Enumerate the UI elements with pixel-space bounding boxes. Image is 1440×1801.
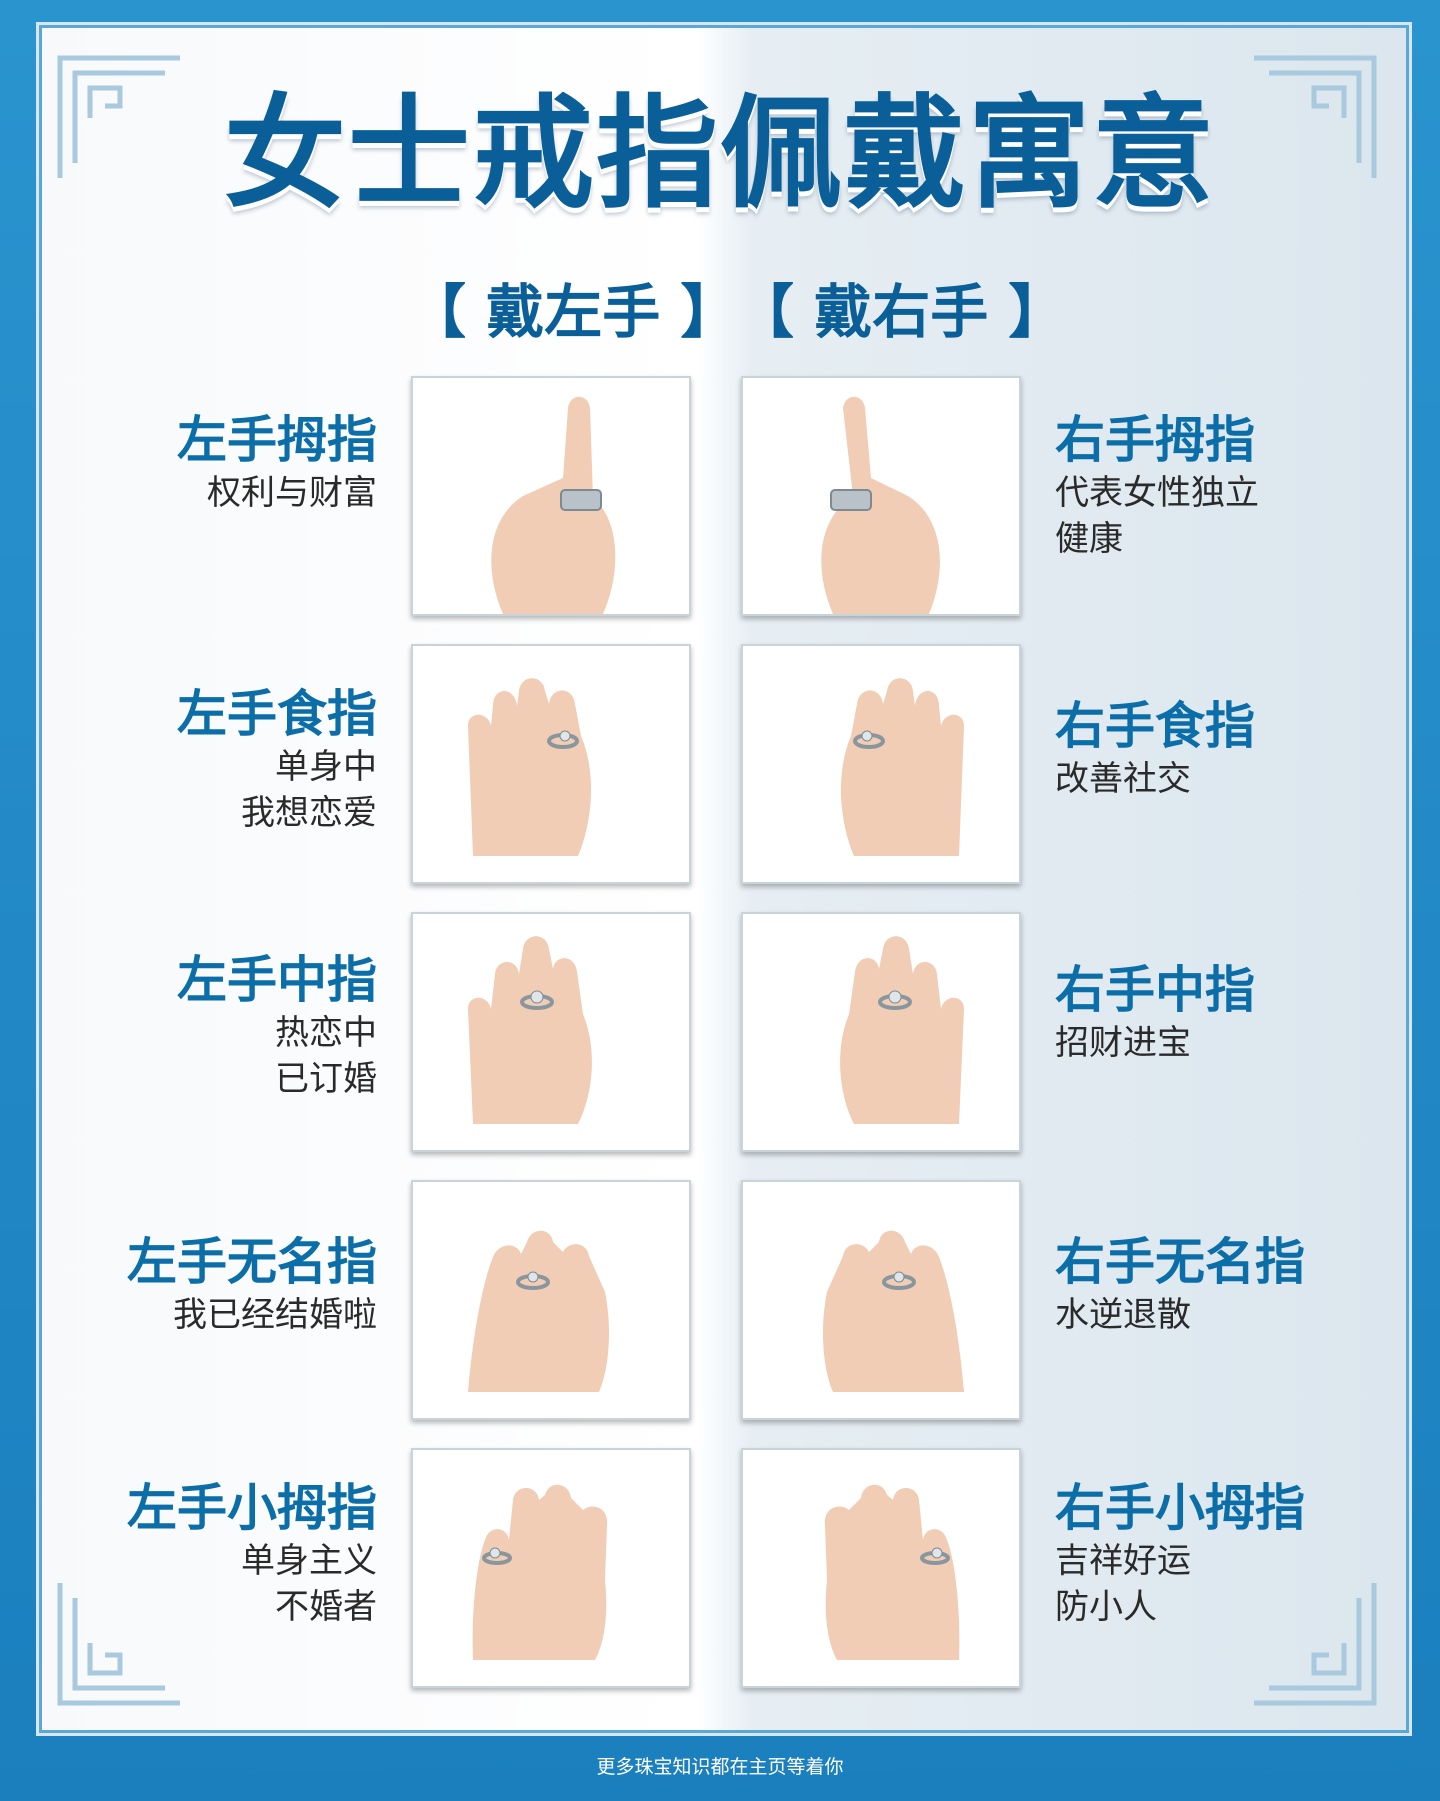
- footer-caption: 更多珠宝知识都在主页等着你: [596, 1756, 844, 1778]
- right-finger-name: 右手小拇指: [1055, 1479, 1305, 1537]
- column-heading-left-hand: 【 戴左手 】: [408, 278, 739, 346]
- finger-row-ring: 左手无名指 我已经结婚啦 右手无名指 水逆退散: [0, 1180, 1440, 1420]
- right-label-block: 右手拇指 代表女性独立 健康: [1055, 410, 1259, 562]
- finger-row-middle: 左手中指 热恋中 已订婚 右手中指 招财进宝: [0, 912, 1440, 1152]
- hand-back-ring-icon: [468, 678, 592, 856]
- right-finger-name: 右手中指: [1055, 961, 1255, 1019]
- right-label-block: 右手小拇指 吉祥好运 防小人: [1055, 1478, 1305, 1630]
- left-finger-meaning: 权利与财富: [207, 473, 377, 513]
- corner-ornament-icon: [57, 55, 180, 178]
- right-finger-name: 右手食指: [1055, 697, 1255, 755]
- hand-back-ring-icon: [468, 1230, 610, 1392]
- finger-row-little: 左手小拇指 单身主义 不婚者 右手小拇指 吉祥好运 防小人: [0, 1448, 1440, 1688]
- left-index-ring-photo: [411, 644, 691, 884]
- hand-back-ring-icon: [822, 1230, 964, 1392]
- hand-thumb-ring-icon: [821, 396, 940, 614]
- right-finger-meaning: 防小人: [1055, 1587, 1157, 1627]
- column-heading-right-hand: 【 戴右手 】: [736, 278, 1067, 346]
- left-label-block: 左手食指 单身中 我想恋爱: [177, 684, 377, 836]
- left-little-finger-photo: [411, 1448, 691, 1688]
- poster-title: 女士戒指佩戴寓意: [224, 83, 1216, 225]
- hand-thumb-ring-icon: [491, 396, 616, 614]
- right-finger-meaning: 水逆退散: [1055, 1295, 1191, 1335]
- left-ring-finger-photo: [411, 1180, 691, 1420]
- left-finger-meaning: 热恋中: [275, 1013, 377, 1053]
- hand-back-ring-icon: [840, 678, 964, 856]
- left-finger-name: 左手拇指: [177, 411, 377, 469]
- right-finger-name: 右手拇指: [1055, 411, 1255, 469]
- left-finger-name: 左手中指: [177, 951, 377, 1009]
- right-finger-meaning: 吉祥好运: [1055, 1541, 1191, 1581]
- left-finger-meaning: 已订婚: [275, 1059, 377, 1099]
- right-finger-meaning: 代表女性独立: [1055, 473, 1259, 513]
- left-finger-meaning: 不婚者: [275, 1587, 377, 1627]
- corner-ornament-icon: [1254, 55, 1377, 178]
- left-finger-name: 左手小拇指: [127, 1479, 377, 1537]
- left-middle-ring-photo: [411, 912, 691, 1152]
- finger-row-thumb: 左手拇指 权利与财富 右手拇指 代表女性独立 健康: [0, 376, 1440, 616]
- left-finger-name: 左手食指: [177, 685, 377, 743]
- left-finger-meaning: 我已经结婚啦: [173, 1295, 377, 1335]
- right-index-ring-photo: [741, 644, 1021, 884]
- hand-back-ring-icon: [824, 1484, 960, 1660]
- right-label-block: 右手中指 招财进宝: [1055, 960, 1255, 1066]
- right-little-finger-photo: [741, 1448, 1021, 1688]
- right-finger-name: 右手无名指: [1055, 1233, 1305, 1291]
- right-middle-ring-photo: [741, 912, 1021, 1152]
- corner-ornament-icon: [1254, 1583, 1377, 1706]
- right-ring-finger-photo: [741, 1180, 1021, 1420]
- corner-ornament-icon: [57, 1583, 180, 1706]
- left-label-block: 左手无名指 我已经结婚啦: [127, 1232, 377, 1338]
- left-finger-meaning: 单身中: [275, 747, 377, 787]
- right-label-block: 右手无名指 水逆退散: [1055, 1232, 1305, 1338]
- right-label-block: 右手食指 改善社交: [1055, 696, 1255, 802]
- left-label-block: 左手中指 热恋中 已订婚: [177, 950, 377, 1102]
- hand-back-ring-icon: [840, 936, 964, 1124]
- left-label-block: 左手小拇指 单身主义 不婚者: [127, 1478, 377, 1630]
- right-finger-meaning: 改善社交: [1055, 759, 1191, 799]
- left-finger-meaning: 单身主义: [241, 1541, 377, 1581]
- right-finger-meaning: 健康: [1055, 519, 1123, 559]
- hand-back-ring-icon: [468, 936, 592, 1124]
- finger-row-index: 左手食指 单身中 我想恋爱 右手食指 改善社交: [0, 644, 1440, 884]
- left-thumb-ring-photo: [411, 376, 691, 616]
- hand-back-ring-icon: [472, 1484, 608, 1660]
- left-finger-meaning: 我想恋爱: [241, 793, 377, 833]
- left-finger-name: 左手无名指: [127, 1233, 377, 1291]
- right-finger-meaning: 招财进宝: [1055, 1023, 1191, 1063]
- left-label-block: 左手拇指 权利与财富: [177, 410, 377, 516]
- right-thumb-ring-photo: [741, 376, 1021, 616]
- poster-panel: [36, 22, 1412, 1736]
